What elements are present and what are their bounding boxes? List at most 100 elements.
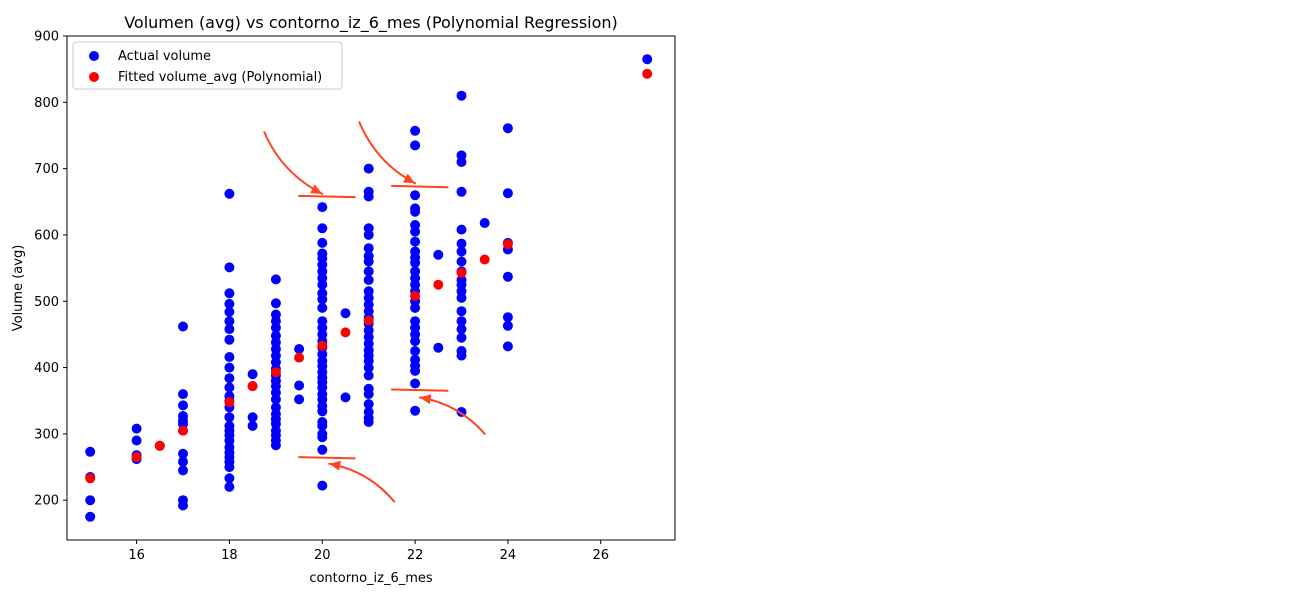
actual-point [317, 428, 328, 439]
actual-point [85, 495, 96, 506]
actual-point [270, 330, 281, 341]
annotation-line [298, 194, 356, 199]
actual-point [294, 344, 305, 354]
annotation-arrow-head [419, 394, 432, 405]
actual-point [317, 444, 328, 455]
y-tick-label: 700 [34, 162, 59, 177]
actual-point [131, 435, 142, 446]
actual-point [317, 316, 328, 327]
actual-point [363, 370, 374, 381]
actual-point [502, 188, 513, 199]
actual-point [410, 378, 421, 389]
actual-point [224, 382, 235, 393]
legend-marker-actual [89, 51, 99, 61]
actual-point [363, 275, 374, 285]
x-tick-label: 26 [592, 548, 609, 563]
fitted-point [178, 425, 188, 436]
actual-point [224, 324, 235, 335]
actual-point [456, 316, 467, 327]
fitted-point [363, 315, 374, 326]
actual-point [363, 286, 374, 297]
actual-point [410, 405, 421, 416]
actual-point [410, 316, 421, 327]
actual-point [456, 324, 467, 335]
annotation-arrow-head [310, 184, 323, 194]
actual-point [178, 400, 188, 411]
actual-point [363, 266, 374, 277]
x-axis: 16 18 20 22 24 26 [128, 540, 609, 563]
actual-point [224, 373, 235, 384]
x-tick-label: 22 [407, 548, 424, 563]
actual-point [410, 190, 421, 201]
fitted-point [456, 267, 467, 278]
actual-point [502, 271, 513, 282]
annotation-line [298, 456, 356, 460]
actual-point [224, 188, 235, 199]
actual-point [317, 288, 328, 299]
actual-point [363, 251, 374, 262]
actual-point [410, 246, 421, 257]
actual-point [224, 473, 235, 484]
actual-point [317, 202, 328, 213]
actual-point [178, 495, 188, 506]
actual-point [410, 236, 421, 247]
x-tick-label: 24 [500, 548, 517, 563]
y-tick-label: 500 [34, 295, 59, 310]
y-tick-label: 300 [34, 427, 59, 442]
actual-point [247, 369, 258, 380]
actual-point [178, 456, 188, 467]
legend-label-actual: Actual volume [118, 49, 211, 64]
chart-title: Volumen (avg) vs contorno_iz_6_mes (Poly… [124, 13, 618, 33]
actual-point [433, 342, 444, 353]
actual-point [85, 446, 96, 457]
actual-point [456, 256, 467, 267]
actual-point [433, 249, 444, 260]
actual-point [642, 54, 653, 65]
legend-box [72, 41, 343, 90]
actual-point [270, 298, 281, 309]
fitted-point [247, 381, 258, 392]
actual-point [224, 362, 235, 373]
fitted-point [294, 352, 305, 363]
actual-point [363, 407, 374, 417]
y-tick-label: 800 [34, 96, 59, 111]
annotation-line [390, 184, 449, 189]
actual-point [456, 186, 467, 197]
actual-point [456, 306, 467, 317]
actual-point [456, 275, 467, 285]
actual-point [410, 203, 421, 214]
actual-point [224, 262, 235, 273]
actual-point [363, 163, 374, 174]
fitted-point [131, 452, 142, 463]
actual-point [131, 423, 142, 434]
actual-point [502, 320, 513, 331]
annotation-arrow-head [403, 173, 416, 184]
series-0 [85, 54, 653, 522]
actual-point [224, 316, 235, 327]
actual-point [178, 389, 188, 400]
fitted-point [317, 340, 328, 351]
actual-point [178, 448, 188, 459]
actual-point [456, 150, 467, 161]
actual-point [294, 394, 305, 405]
legend: Actual volume Fitted volume_avg (Polynom… [72, 41, 343, 90]
actual-point [410, 346, 421, 356]
actual-point [502, 312, 513, 323]
legend-label-fitted: Fitted volume_avg (Polynomial) [118, 70, 322, 85]
actual-point [340, 392, 351, 403]
actual-point [502, 341, 513, 352]
actual-point [294, 380, 305, 391]
actual-point [85, 511, 96, 522]
points-layer [85, 54, 653, 522]
actual-point [224, 306, 235, 317]
actual-point [270, 274, 281, 285]
x-tick-label: 16 [128, 548, 145, 563]
actual-point [456, 224, 467, 235]
actual-point [363, 186, 374, 197]
y-tick-label: 900 [34, 30, 59, 45]
actual-point [456, 238, 467, 249]
annotation-arrow [328, 460, 396, 503]
actual-point [456, 332, 467, 343]
